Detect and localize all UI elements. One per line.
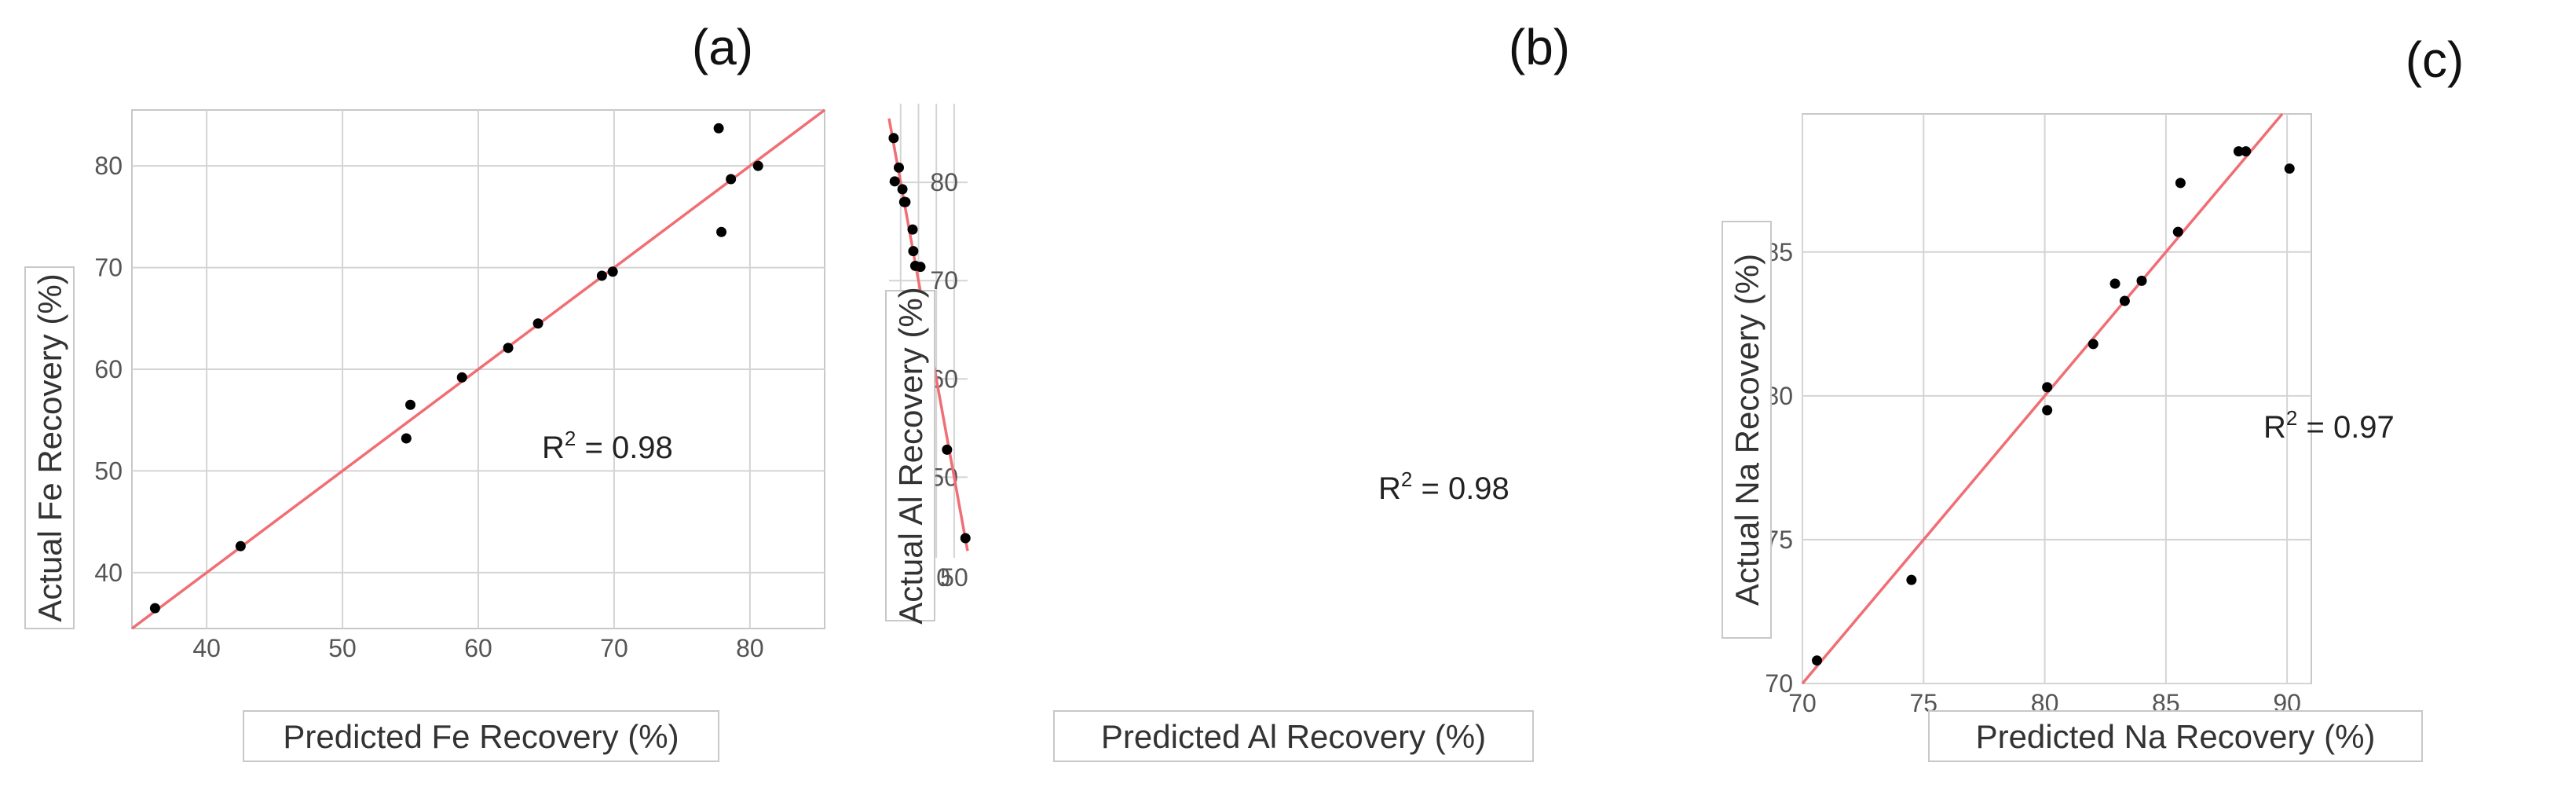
data-point (909, 260, 920, 271)
data-point (607, 266, 618, 277)
panel-label: (c) (2406, 31, 2464, 88)
r-squared-value: = 0.98 (576, 431, 672, 465)
x-tick-label: 50 (940, 563, 968, 592)
panel-b: 5060708050607080Predicted Al Recovery (%… (885, 19, 1570, 762)
data-point (2136, 275, 2147, 286)
y-axis-label: Actual Na Recovery (%) (1729, 254, 1766, 606)
data-point (907, 224, 918, 235)
r-squared-symbol: R (1378, 471, 1401, 506)
data-point (235, 541, 246, 552)
y-tick-label: 70 (94, 254, 123, 282)
panel-label: (b) (1509, 19, 1570, 75)
data-point (596, 270, 607, 281)
data-point (897, 184, 908, 195)
data-point (894, 162, 904, 173)
r-squared-annotation: R2 = 0.98 (1378, 467, 1509, 506)
r-squared-value: = 0.98 (1412, 471, 1509, 506)
r-squared-value: = 0.97 (2297, 410, 2394, 445)
x-tick-label: 70 (1788, 689, 1817, 717)
y-tick-label: 70 (1765, 669, 1793, 698)
data-point (1812, 655, 1823, 666)
data-point (2284, 163, 2295, 174)
data-point (898, 196, 909, 207)
x-axis-label: Predicted Fe Recovery (%) (283, 718, 679, 755)
data-point (401, 433, 412, 444)
data-point (2042, 382, 2053, 393)
r-squared-annotation: R2 = 0.97 (2263, 406, 2395, 445)
x-axis-label-box (1928, 710, 2423, 762)
x-tick-label: 80 (736, 634, 764, 662)
plot-frame (1802, 113, 2312, 684)
data-point (149, 603, 160, 614)
r-squared-symbol: R (2263, 410, 2286, 445)
data-point (2172, 226, 2183, 237)
data-point (2233, 146, 2244, 157)
data-point (2088, 339, 2098, 350)
r-squared-exponent: 2 (1401, 467, 1412, 491)
data-point (2175, 178, 2186, 189)
data-point (888, 133, 899, 144)
y-axis-label-box (1722, 221, 1772, 639)
r-squared-annotation: R2 = 0.98 (542, 427, 673, 465)
data-point (503, 343, 514, 354)
x-tick-label: 50 (328, 634, 357, 662)
x-axis-label: Predicted Al Recovery (%) (1101, 718, 1486, 755)
data-point (2109, 278, 2120, 289)
data-point (405, 399, 416, 410)
y-tick-label: 80 (930, 168, 958, 196)
fit-line (1801, 112, 2284, 685)
y-tick-label: 40 (94, 559, 123, 587)
y-tick-label: 50 (94, 456, 123, 485)
data-point (2241, 146, 2252, 157)
x-tick-label: 70 (600, 634, 628, 662)
data-point (889, 176, 900, 187)
x-tick-label: 60 (464, 634, 492, 662)
data-point (2042, 405, 2053, 416)
x-axis-label: Predicted Na Recovery (%) (1976, 718, 2376, 755)
data-point (752, 160, 763, 171)
data-point (960, 533, 971, 544)
y-tick-label: 60 (94, 355, 123, 383)
r-squared-exponent: 2 (2286, 406, 2297, 430)
data-point (908, 246, 919, 257)
y-axis-label: Actual Al Recovery (%) (892, 287, 929, 624)
y-axis-label-box (885, 290, 935, 621)
y-axis-label: Actual Fe Recovery (%) (31, 273, 68, 621)
data-point (726, 174, 737, 185)
data-point (942, 444, 953, 455)
x-tick-label: 40 (192, 634, 221, 662)
panel-label: (a) (692, 19, 753, 75)
fit-line (130, 108, 826, 630)
y-axis-label-box (24, 266, 75, 629)
y-tick-label: 80 (94, 152, 123, 180)
data-point (456, 372, 467, 383)
panel-a: 40 50 60 70 80 40 50 60 70 80 Predicted Fe Recover… (24, 19, 826, 762)
x-axis-label-box (243, 710, 719, 762)
x-axis-label-box (1053, 710, 1534, 762)
data-point (713, 123, 724, 134)
data-point (716, 226, 727, 237)
r-squared-symbol: R (542, 431, 565, 465)
data-point (532, 318, 543, 329)
data-point (1906, 574, 1917, 585)
data-point (2119, 295, 2130, 306)
r-squared-exponent: 2 (565, 427, 576, 450)
